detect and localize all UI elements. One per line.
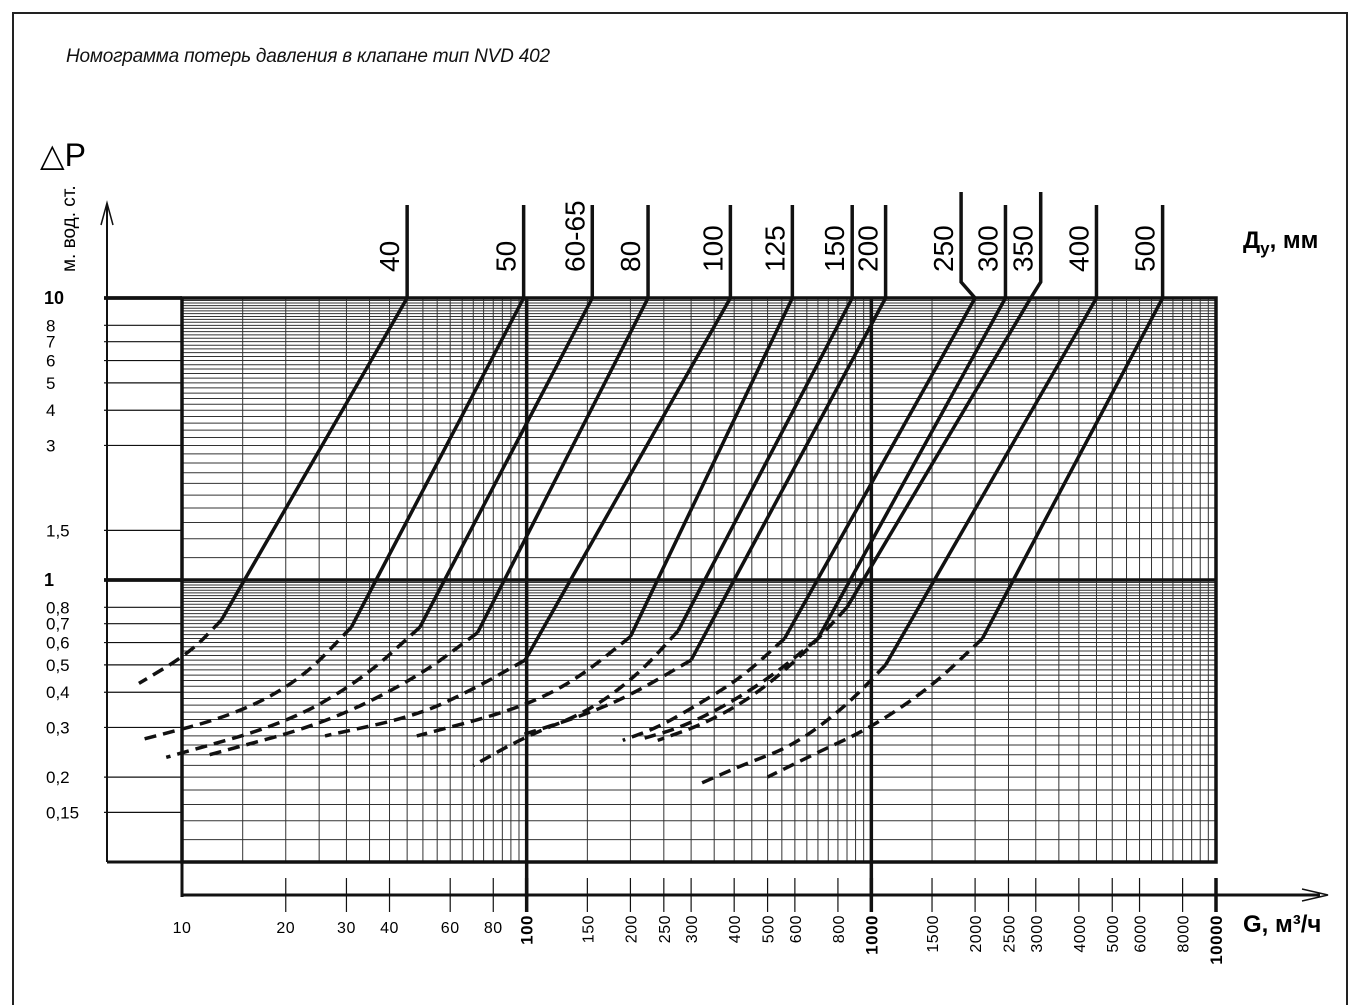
series-solid-350 [845, 297, 1033, 609]
y-tick-label: 5 [46, 374, 55, 393]
chart-frame [12, 12, 1348, 1005]
series-dashed-350 [657, 606, 849, 743]
y-tick-label: 7 [46, 333, 55, 352]
y-tick-label: 6 [46, 352, 55, 371]
dn-label-125: 125 [759, 225, 790, 272]
series-solid-200 [689, 297, 888, 661]
series-dashed-300 [644, 637, 820, 740]
x-tick-label: 30 [337, 920, 356, 937]
dn-axis-label-sub: у [1260, 239, 1270, 258]
chart-title: Номограмма потерь давления в клапане тип… [66, 46, 550, 67]
x-tick-labels: 10 20 30 40 60 80 100 150 200 250 300 400 500 600 800 1… [173, 915, 1226, 965]
dn-labels: 40 50 60-65 80 100 125 150 200 250 300 350 400 500 [374, 200, 1160, 272]
y-tick-label: 1,5 [46, 521, 70, 540]
x-tick-label: 80 [484, 920, 503, 937]
dn-label-50: 50 [491, 241, 522, 272]
series-dashed-80 [208, 631, 479, 757]
x-axis-label: G, м³/ч [1243, 911, 1321, 938]
x-tick-label: 400 [727, 915, 744, 943]
series-dashed-100 [324, 658, 527, 738]
y-tick-label: 1 [44, 570, 54, 590]
x-tick-label: 150 [580, 915, 597, 943]
dn-label-400: 400 [1063, 225, 1094, 272]
series-dashed-60-65 [165, 625, 422, 760]
series-lines [138, 192, 1165, 785]
y-tick-label: 10 [44, 288, 64, 308]
dn-label-500: 500 [1130, 225, 1161, 272]
x-tick-label: 40 [380, 920, 399, 937]
series-dashed-50 [138, 626, 353, 743]
y-axis-symbol: △P [40, 137, 86, 173]
dn-label-250: 250 [928, 225, 959, 272]
series-solid-50 [349, 297, 526, 629]
x-tick-label: 20 [276, 920, 295, 937]
dn-tick-350 [1029, 192, 1043, 299]
y-tick-label: 0,8 [46, 598, 70, 617]
y-tick-label: 3 [46, 436, 55, 455]
series-dashed-250 [622, 637, 786, 742]
y-tick-label: 0,7 [46, 615, 70, 634]
y-tick-label: 0,2 [46, 768, 70, 787]
series-solid-125 [628, 297, 794, 638]
x-tick-label: 800 [831, 915, 848, 943]
x-axis-arrow [1301, 888, 1329, 902]
dn-label-100: 100 [697, 225, 728, 272]
x-tick-label: 6000 [1133, 915, 1150, 953]
dn-axis-label-tail: , мм [1270, 227, 1319, 254]
x-tick-label: 200 [623, 915, 640, 943]
x-tick-label: 2500 [1001, 915, 1018, 953]
dn-axis-label: Ду, мм [1243, 227, 1318, 258]
dn-axis-label-main: Д [1243, 227, 1260, 254]
x-tick-label: 1500 [925, 915, 942, 953]
dn-label-40: 40 [374, 241, 405, 272]
x-tick-label: 10000 [1207, 915, 1226, 965]
dn-label-80: 80 [615, 241, 646, 272]
series-dashed-150 [472, 629, 680, 767]
axes [100, 200, 1329, 912]
x-tick-label: 10 [173, 920, 192, 937]
x-tick-label: 1000 [862, 915, 881, 955]
y-tick-label: 8 [46, 316, 55, 335]
x-tick-label: 3000 [1029, 915, 1046, 953]
dn-label-350: 350 [1008, 225, 1039, 272]
dn-tick-250 [959, 192, 977, 300]
x-tick-label: 250 [657, 915, 674, 943]
y-axis-unit: м. вод. ст. [59, 185, 80, 272]
series-solid-400 [884, 297, 1098, 666]
x-tick-label: 8000 [1176, 915, 1193, 953]
x-tick-label: 5000 [1105, 915, 1122, 953]
series-solid-80 [475, 297, 650, 634]
dn-label-60-65: 60-65 [559, 200, 590, 272]
series-solid-100 [523, 297, 732, 661]
dn-label-150: 150 [819, 225, 850, 272]
dn-label-200: 200 [853, 225, 884, 272]
series-solid-500 [980, 297, 1165, 640]
series-dashed-40 [138, 619, 223, 685]
series-solid-150 [676, 297, 854, 632]
x-tick-label: 100 [518, 915, 537, 945]
x-tick-label: 2000 [968, 915, 985, 953]
y-tick-label: 0,3 [46, 718, 70, 737]
y-axis-arrow [100, 200, 114, 226]
y-tick-label: 4 [46, 401, 55, 420]
series-solid-250 [783, 297, 977, 640]
y-tick-labels: 10 876 5 4 3 1,5 1 0,80,70,6 0,5 0,4 0,3 0,2 0,15 [44, 288, 79, 822]
x-tick-label: 600 [788, 915, 805, 943]
y-tick-label: 0,6 [46, 634, 70, 653]
y-tick-label: 0,5 [46, 656, 70, 675]
series-solid-40 [219, 297, 409, 622]
series-dashed-200 [518, 658, 692, 738]
x-tick-label: 4000 [1072, 915, 1089, 953]
y-tick-label: 0,4 [46, 683, 70, 702]
dn-label-300: 300 [972, 225, 1003, 272]
y-tick-label: 0,15 [46, 803, 79, 822]
x-tick-label: 60 [441, 920, 460, 937]
series-solid-300 [816, 297, 1007, 640]
series-dashed-125 [416, 635, 632, 738]
x-tick-label: 300 [684, 915, 701, 943]
x-tick-label: 500 [761, 915, 778, 943]
series-solid-60-65 [418, 297, 594, 629]
series-dashed-500 [766, 637, 984, 779]
